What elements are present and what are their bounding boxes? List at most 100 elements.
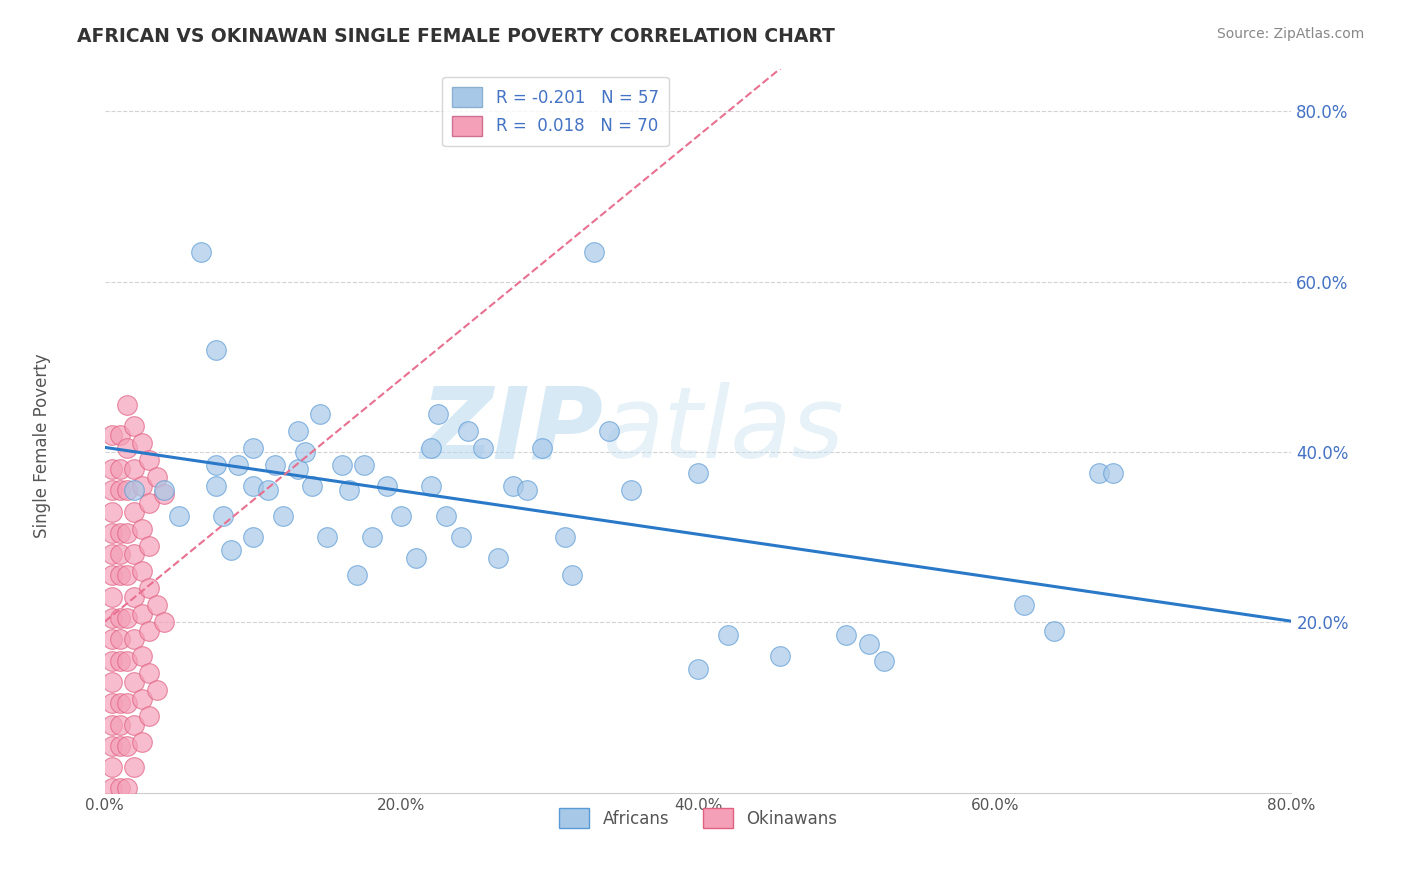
Point (1043, 624, 1066, 638)
Point (717, 628, 740, 642)
Point (138, 581, 160, 595)
Point (115, 654, 138, 668)
Point (131, 522, 153, 536)
Text: ZIP: ZIP (420, 382, 603, 479)
Point (287, 424, 309, 438)
Point (108, 781, 131, 796)
Point (835, 628, 858, 642)
Point (115, 441, 138, 455)
Point (242, 441, 264, 455)
Point (124, 632, 146, 647)
Point (124, 674, 146, 689)
Point (115, 398, 138, 412)
Point (101, 717, 124, 731)
Point (375, 479, 398, 493)
Point (531, 441, 554, 455)
Legend: Africans, Okinawans: Africans, Okinawans (553, 801, 844, 835)
Point (115, 568, 138, 582)
Point (101, 590, 124, 604)
Point (486, 551, 509, 566)
Point (101, 568, 124, 582)
Point (101, 547, 124, 561)
Point (131, 436, 153, 450)
Point (108, 696, 131, 710)
Point (620, 483, 643, 498)
Point (115, 781, 138, 796)
Point (1014, 599, 1036, 613)
Point (287, 462, 309, 476)
Point (360, 530, 382, 544)
Point (316, 530, 339, 544)
Point (124, 504, 146, 518)
Point (101, 781, 124, 796)
Point (308, 407, 330, 421)
Point (101, 483, 124, 498)
Point (1102, 466, 1125, 480)
Point (101, 632, 124, 647)
Point (138, 539, 160, 553)
Point (124, 419, 146, 434)
Point (101, 674, 124, 689)
Point (294, 445, 316, 459)
Point (124, 483, 146, 498)
Point (108, 483, 131, 498)
Point (101, 654, 124, 668)
Point (153, 483, 176, 498)
Point (115, 611, 138, 625)
Point (858, 636, 880, 650)
Point (108, 462, 131, 476)
Point (124, 462, 146, 476)
Point (101, 611, 124, 625)
Point (108, 739, 131, 753)
Point (271, 508, 294, 523)
Point (1087, 466, 1109, 480)
Point (301, 479, 323, 493)
Point (138, 624, 160, 638)
Point (226, 458, 249, 472)
Point (427, 407, 450, 421)
Point (205, 458, 228, 472)
Point (554, 530, 576, 544)
Point (450, 530, 472, 544)
Point (108, 632, 131, 647)
Point (434, 508, 457, 523)
Point (145, 683, 167, 698)
Point (101, 504, 124, 518)
Point (769, 649, 792, 664)
Point (115, 739, 138, 753)
Point (124, 717, 146, 731)
Text: Single Female Poverty: Single Female Poverty (34, 354, 51, 538)
Point (138, 666, 160, 681)
Text: atlas: atlas (603, 382, 845, 479)
Point (131, 734, 153, 748)
Point (339, 483, 361, 498)
Point (145, 470, 167, 484)
Point (561, 568, 583, 582)
Point (101, 462, 124, 476)
Point (101, 696, 124, 710)
Point (145, 599, 167, 613)
Point (108, 427, 131, 442)
Point (405, 551, 427, 566)
Point (108, 525, 131, 540)
Point (598, 424, 620, 438)
Point (219, 542, 242, 557)
Point (115, 525, 138, 540)
Point (872, 654, 894, 668)
Point (457, 424, 479, 438)
Point (101, 427, 124, 442)
Point (138, 496, 160, 510)
Point (420, 441, 443, 455)
Point (153, 615, 176, 630)
Point (115, 696, 138, 710)
Point (153, 487, 176, 501)
Point (472, 441, 495, 455)
Point (242, 479, 264, 493)
Text: Source: ZipAtlas.com: Source: ZipAtlas.com (1216, 27, 1364, 41)
Point (686, 466, 709, 480)
Point (190, 244, 212, 259)
Point (108, 717, 131, 731)
Point (257, 483, 280, 498)
Point (108, 654, 131, 668)
Point (516, 483, 538, 498)
